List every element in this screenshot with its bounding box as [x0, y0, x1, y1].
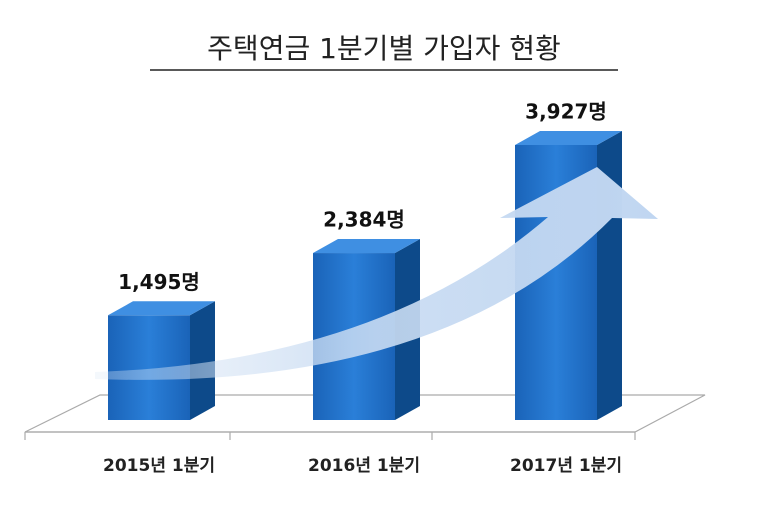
- value-label: 1,495명: [118, 270, 200, 294]
- plot: 1,495명 2015년 1분기 2,384명 2016년 1분기 3,927명 2017…: [24, 100, 658, 476]
- x-tick-label: 2015년 1분기: [103, 456, 215, 476]
- x-tick-label: 2016년 1분기: [308, 456, 420, 476]
- value-label: 2,384명: [323, 208, 405, 232]
- bar-top: [313, 239, 420, 254]
- trend-arrow: [95, 167, 658, 380]
- bar-top: [108, 301, 215, 316]
- chart-title: 주택연금 1분기별 가입자 현황: [207, 32, 561, 65]
- bar-top: [515, 131, 622, 145]
- value-label: 3,927명: [525, 100, 607, 124]
- x-tick-label: 2017년 1분기: [510, 456, 622, 476]
- bar-side: [190, 301, 215, 420]
